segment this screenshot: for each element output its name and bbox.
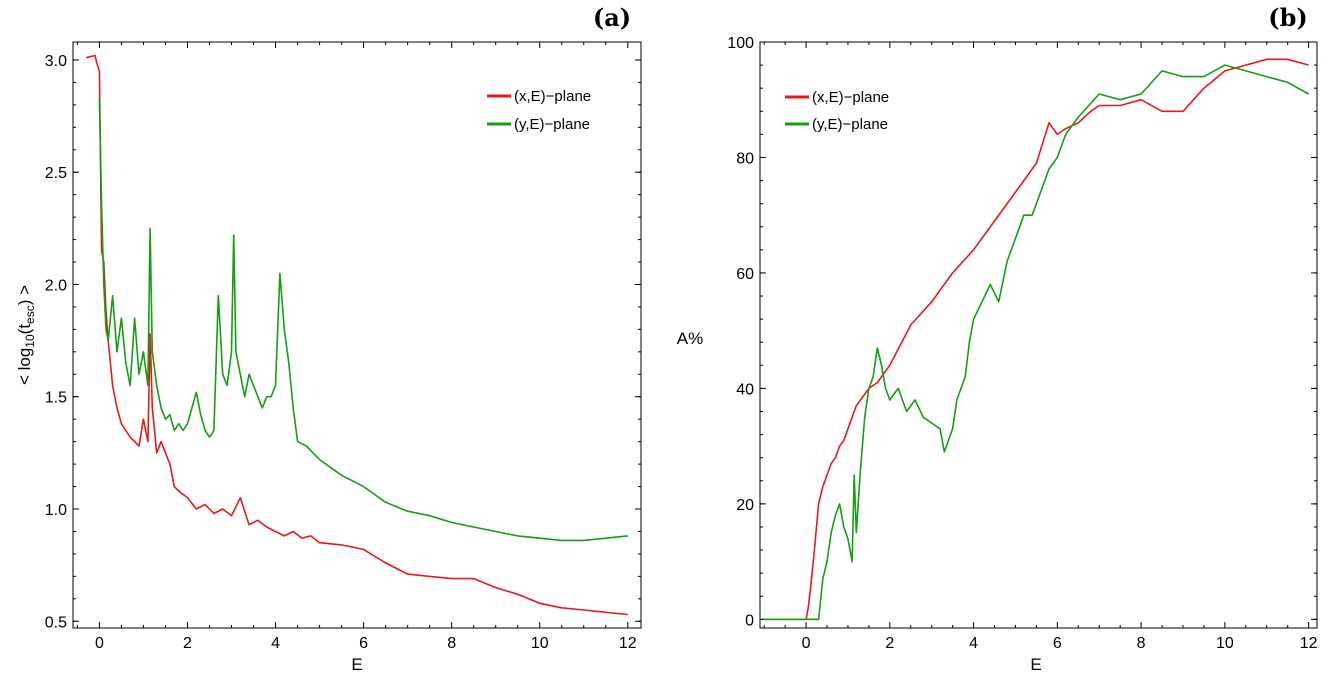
y-tick-label: 1.0 <box>45 502 67 519</box>
y-tick-label: 40 <box>736 381 754 398</box>
x-tick-label: 10 <box>531 635 549 652</box>
series-line-x-e-plane <box>86 54 628 616</box>
x-tick-label: 8 <box>447 635 456 652</box>
x-tick-label: 12 <box>619 635 637 652</box>
x-tick-label: 2 <box>183 635 192 652</box>
panel-a: 0 2 4 6 8 10 12 0.5 1.0 1.5 2.0 2.5 3.0 (x,E)−plane (y… <box>15 3 642 674</box>
x-tick-label: 12 <box>1300 635 1318 652</box>
legend-entry: (y,E)−plane <box>812 116 888 133</box>
x-tick-label: 0 <box>802 635 811 652</box>
x-tick-label: 10 <box>1216 635 1234 652</box>
y-tick-label: 0 <box>745 612 754 629</box>
series-line-x-e-plane <box>764 58 1309 621</box>
y-axis-title: < log10(tesc) > <box>15 285 37 385</box>
x-tick-label: 4 <box>969 635 978 652</box>
x-tick-label: 6 <box>359 635 368 652</box>
plot-frame <box>759 41 1318 629</box>
x-axis-title: E <box>351 655 362 674</box>
series-line-y-e-plane <box>764 64 1309 621</box>
y-tick-label: 80 <box>736 150 754 167</box>
y-axis-title: A% <box>677 329 703 348</box>
y-tick-label: 100 <box>727 35 754 52</box>
y-tick-label: 3.0 <box>45 53 67 70</box>
y-tick-label: 2.5 <box>45 165 67 182</box>
legend-entry: (y,E)−plane <box>514 116 590 133</box>
x-tick-label: 8 <box>1137 635 1146 652</box>
y-tick-label: 60 <box>736 266 754 283</box>
panel-b: 0 2 4 6 8 10 12 0 20 40 60 80 100 (x,E)−plane (y,E)−pl… <box>677 3 1318 674</box>
x-tick-label: 6 <box>1053 635 1062 652</box>
legend-entry: (x,E)−plane <box>514 88 591 105</box>
y-tick-label: 0.5 <box>45 614 67 631</box>
plot-frame <box>72 41 642 629</box>
x-tick-label: 2 <box>885 635 894 652</box>
panel-label: (b) <box>1268 3 1308 32</box>
y-tick-label: 2.0 <box>45 277 67 294</box>
x-tick-label: 4 <box>271 635 280 652</box>
panel-label: (a) <box>593 3 631 32</box>
x-tick-label: 0 <box>95 635 104 652</box>
legend-entry: (x,E)−plane <box>812 89 889 106</box>
y-tick-label: 20 <box>736 497 754 514</box>
y-tick-label: 1.5 <box>45 390 67 407</box>
series-line-y-e-plane <box>98 98 628 542</box>
x-axis-title: E <box>1030 655 1041 674</box>
